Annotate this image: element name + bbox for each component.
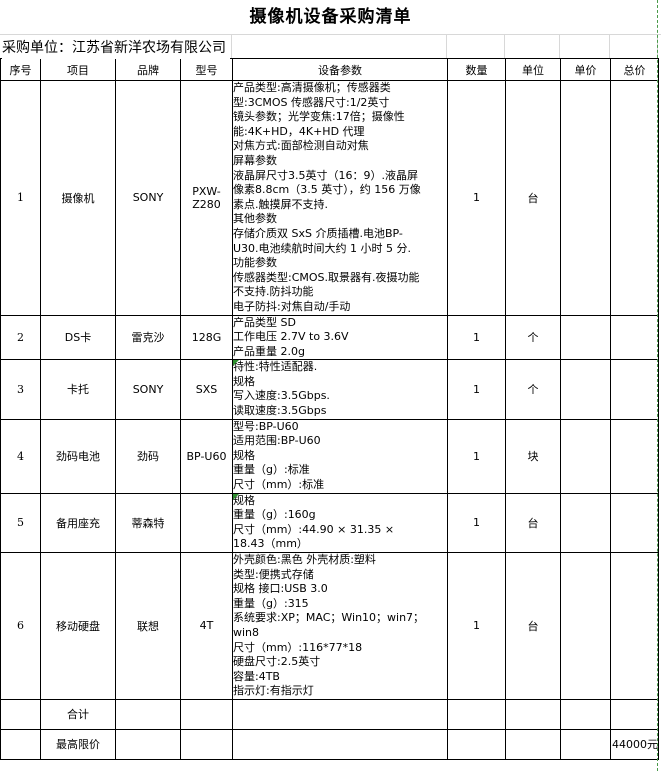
cell-qty[interactable]: 1 [447,552,506,700]
cell-unit[interactable]: 台 [505,492,561,554]
col-header-brand: 品牌 [115,58,181,81]
cell-price[interactable] [560,698,611,730]
cell-price[interactable] [560,552,611,700]
table-footer-row[interactable]: 最高限价 44000元 [0,728,659,760]
cell-unit[interactable]: 块 [505,418,561,494]
table-row[interactable]: 1 摄像机 SONY PXW-Z280 产品类型:高清摄像机；传感器类 型:3CMOS … [0,80,659,316]
footer-total-value[interactable] [610,698,659,730]
cell-total[interactable] [610,314,659,361]
header-row: 序号 项目 品牌 型号 设备参数 数量 单位 单价 总价 [0,58,659,81]
cell-brand[interactable]: 蒂森特 [115,492,181,554]
cell-qty[interactable]: 1 [447,492,506,554]
cell-model[interactable] [180,728,233,760]
cell-spec[interactable]: 外壳颜色:黑色 外壳材质:塑料 类型:便携式存储 规格 接口:USB 3.0 重… [232,552,448,700]
col-header-price: 单价 [560,58,611,81]
procurement-table: 序号 项目 品牌 型号 设备参数 数量 单位 单价 总价 1 摄像机 SONY PXW… [0,58,659,760]
table-header: 序号 项目 品牌 型号 设备参数 数量 单位 单价 总价 [0,58,659,81]
col-header-unit: 单位 [505,58,561,81]
cell-brand[interactable] [115,728,181,760]
col-header-qty: 数量 [447,58,506,81]
table-row[interactable]: 5 备用座充 蒂森特 规格 重量（g）:160g 尺寸（mm）:44.90 × 31.… [0,492,659,554]
cell-item[interactable]: 劲码电池 [40,418,116,494]
cell-item[interactable]: 备用座充 [40,492,116,554]
cell-index[interactable]: 1 [0,80,41,316]
cell-brand[interactable] [115,698,181,730]
cell-spec[interactable]: 特性:特性适配器. 规格 写入速度:3.5Gbps. 读取速度:3.5Gbps [232,359,448,420]
cell-total[interactable] [610,552,659,700]
cell-item[interactable]: DS卡 [40,314,116,361]
purchaser-band: 采购单位：江苏省新洋农场有限公司 [0,34,661,59]
cell-index[interactable]: 6 [0,552,41,700]
cell-spec[interactable]: 型号:BP-U60 适用范围:BP-U60 规格 重量（g）:标准 尺寸（mm）… [232,418,448,494]
page-break-guide [657,0,658,771]
cell-brand[interactable]: 联想 [115,552,181,700]
cell-spec[interactable]: 产品类型:高清摄像机；传感器类 型:3CMOS 传感器尺寸:1/2英寸 镜头参数… [232,80,448,316]
col-header-total: 总价 [610,58,659,81]
cell-total[interactable] [610,418,659,494]
table-body: 1 摄像机 SONY PXW-Z280 产品类型:高清摄像机；传感器类 型:3CMOS … [0,80,659,760]
cell-price[interactable] [560,80,611,316]
cell-unit[interactable]: 台 [505,552,561,700]
cell-model[interactable]: BP-U60 [180,418,233,494]
cell-item[interactable]: 卡托 [40,359,116,420]
cell-price[interactable] [560,418,611,494]
cell-qty[interactable]: 1 [447,80,506,316]
cell-model[interactable]: 128G [180,314,233,361]
table-footer-row[interactable]: 合计 [0,698,659,730]
col-header-spec: 设备参数 [232,58,448,81]
footer-label[interactable]: 最高限价 [40,728,116,760]
page-title: 摄像机设备采购清单 [0,0,661,34]
cell-qty[interactable]: 1 [447,418,506,494]
cell-model[interactable]: SXS [180,359,233,420]
cell-spec[interactable] [232,728,448,760]
cell-qty[interactable]: 1 [447,314,506,361]
cell-qty[interactable] [447,698,506,730]
purchaser-label: 采购单位：江苏省新洋农场有限公司 [2,35,230,59]
cell-total[interactable] [610,80,659,316]
footer-total-value[interactable]: 44000元 [610,728,659,760]
cell-price[interactable] [560,314,611,361]
cell-spec[interactable]: 产品类型 SD 工作电压 2.7V to 3.6V 产品重量 2.0g [232,314,448,361]
col-header-index: 序号 [0,58,41,81]
table-row[interactable]: 6 移动硬盘 联想 4T 外壳颜色:黑色 外壳材质:塑料 类型:便携式存储 规格 接口:… [0,552,659,700]
cell-index[interactable] [0,728,41,760]
cell-spec[interactable] [232,698,448,730]
cell-spec[interactable]: 规格 重量（g）:160g 尺寸（mm）:44.90 × 31.35 × 18.… [232,492,448,554]
cell-model[interactable]: 4T [180,552,233,700]
cell-total[interactable] [610,359,659,420]
cell-item[interactable]: 移动硬盘 [40,552,116,700]
cell-unit[interactable] [505,698,561,730]
cell-model[interactable]: PXW-Z280 [180,80,233,316]
table-row[interactable]: 3 卡托 SONY SXS 特性:特性适配器. 规格 写入速度:3.5Gbps. 读取速… [0,359,659,420]
col-header-item: 项目 [40,58,116,81]
cell-brand[interactable]: 雷克沙 [115,314,181,361]
cell-index[interactable]: 3 [0,359,41,420]
cell-unit[interactable]: 台 [505,80,561,316]
cell-price[interactable] [560,359,611,420]
cell-price[interactable] [560,492,611,554]
cell-brand[interactable]: SONY [115,359,181,420]
cell-model[interactable] [180,698,233,730]
cell-unit[interactable] [505,728,561,760]
footer-label[interactable]: 合计 [40,698,116,730]
cell-brand[interactable]: SONY [115,80,181,316]
cell-index[interactable]: 2 [0,314,41,361]
cell-price[interactable] [560,728,611,760]
table-row[interactable]: 2 DS卡 雷克沙 128G 产品类型 SD 工作电压 2.7V to 3.6V 产品重… [0,314,659,361]
cell-index[interactable]: 4 [0,418,41,494]
cell-brand[interactable]: 劲码 [115,418,181,494]
cell-qty[interactable] [447,728,506,760]
cell-index[interactable]: 5 [0,492,41,554]
table-row[interactable]: 4 劲码电池 劲码 BP-U60 型号:BP-U60 适用范围:BP-U60 规格 重量… [0,418,659,494]
cell-model[interactable] [180,492,233,554]
cell-unit[interactable]: 个 [505,314,561,361]
cell-unit[interactable]: 个 [505,359,561,420]
cell-total[interactable] [610,492,659,554]
col-header-model: 型号 [180,58,233,81]
cell-qty[interactable]: 1 [447,359,506,420]
cell-item[interactable]: 摄像机 [40,80,116,316]
cell-index[interactable] [0,698,41,730]
